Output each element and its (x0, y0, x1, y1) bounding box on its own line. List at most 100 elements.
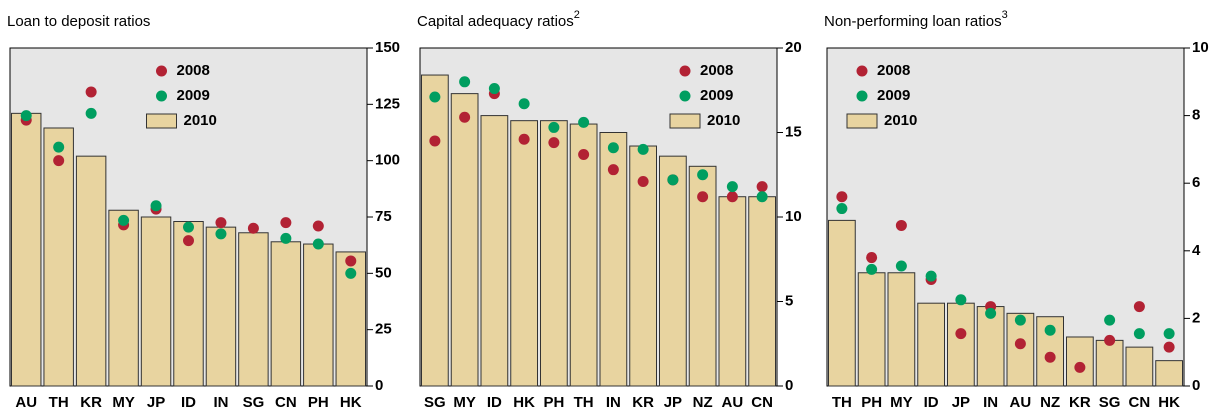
chart-title: Loan to deposit ratios (7, 13, 150, 30)
bar (748, 196, 776, 387)
dot (1163, 328, 1175, 340)
dot (578, 116, 590, 128)
dot (1133, 301, 1145, 313)
dot (1014, 338, 1026, 350)
y-tick-label: 20 (785, 39, 802, 56)
dot (183, 221, 194, 233)
dot (1074, 361, 1086, 373)
bar (450, 93, 479, 387)
legend-swatch (146, 113, 177, 129)
dot (312, 220, 324, 232)
dot (518, 133, 530, 145)
x-tick-label: IN (606, 394, 621, 411)
dot (1104, 334, 1116, 346)
bar (205, 226, 237, 387)
bar (540, 120, 568, 387)
chart-title: Capital adequacy ratios2 (417, 9, 580, 30)
bar (976, 306, 1005, 387)
y-tick-label: 2 (1192, 309, 1200, 326)
y-tick-label: 8 (1192, 107, 1200, 124)
y-tick-label: 10 (1192, 39, 1209, 56)
legend-label: 2009 (700, 87, 733, 104)
x-tick-label: IN (213, 394, 228, 411)
y-tick-label: 5 (785, 292, 793, 309)
dot (895, 219, 907, 231)
x-tick-label: ID (487, 394, 502, 411)
dot (1044, 324, 1056, 336)
dot (118, 214, 130, 226)
dot (85, 86, 97, 98)
plot-area (419, 47, 778, 387)
x-tick-label: NZ (1040, 394, 1060, 411)
x-tick-label: TH (574, 394, 594, 411)
x-tick-label: KR (632, 394, 654, 411)
x-tick-label: PH (543, 394, 564, 411)
dot (985, 307, 997, 319)
bar (510, 120, 538, 387)
y-tick-label: 150 (375, 39, 400, 56)
dot (312, 238, 324, 250)
dot (215, 217, 227, 229)
bar (1155, 360, 1183, 387)
dot (756, 181, 768, 193)
x-tick-label: NZ (693, 394, 713, 411)
legend-swatch (669, 113, 701, 129)
legend-label: 2009 (877, 87, 910, 104)
y-tick-label: 15 (785, 123, 802, 140)
bar (1006, 312, 1035, 387)
plot-area (826, 47, 1185, 387)
dot (895, 260, 907, 272)
dot (518, 98, 530, 110)
bar (659, 155, 687, 387)
x-tick-label: TH (49, 394, 69, 411)
y-tick-label: 75 (375, 208, 392, 225)
bar (480, 115, 509, 387)
bar (270, 241, 302, 387)
legend-label: 2010 (707, 112, 740, 129)
dot (1133, 328, 1145, 340)
title-text: Non-performing loan ratios (824, 13, 1002, 30)
legend-label: 2009 (177, 87, 210, 104)
y-tick-label: 50 (375, 264, 392, 281)
dot (429, 135, 441, 147)
x-tick-label: CN (751, 394, 773, 411)
y-tick-label: 125 (375, 95, 400, 112)
dot (20, 110, 32, 122)
dot (459, 111, 471, 123)
y-tick-label: 25 (375, 321, 392, 338)
y-tick-label: 0 (1192, 377, 1200, 394)
x-tick-label: MY (890, 394, 913, 411)
dot (280, 217, 292, 229)
x-tick-label: SG (243, 394, 265, 411)
dot (1044, 351, 1056, 363)
legend-label: 2008 (877, 62, 910, 79)
title-text: Capital adequacy ratios (417, 13, 574, 30)
dot (756, 191, 768, 203)
bar (108, 209, 139, 387)
dot (53, 141, 65, 153)
dot (637, 176, 649, 188)
dot (836, 191, 848, 203)
x-tick-label: MY (112, 394, 135, 411)
y-tick-label: 6 (1192, 174, 1200, 191)
bar (75, 155, 107, 387)
bar (238, 232, 269, 387)
x-tick-label: AU (722, 394, 744, 411)
bar (688, 165, 717, 387)
dot (607, 164, 619, 176)
x-tick-label: CN (275, 394, 297, 411)
bar (947, 302, 975, 387)
y-tick-label: 100 (375, 152, 400, 169)
bar (140, 216, 172, 387)
dot (578, 148, 590, 160)
x-tick-label: CN (1129, 394, 1151, 411)
dot (345, 267, 357, 279)
dot (429, 91, 441, 103)
x-tick-label: SG (424, 394, 446, 411)
dot (726, 191, 738, 203)
dot (637, 143, 649, 155)
dot (866, 263, 878, 275)
dot (548, 121, 560, 133)
y-tick-label: 0 (375, 377, 383, 394)
x-tick-label: KR (80, 394, 102, 411)
